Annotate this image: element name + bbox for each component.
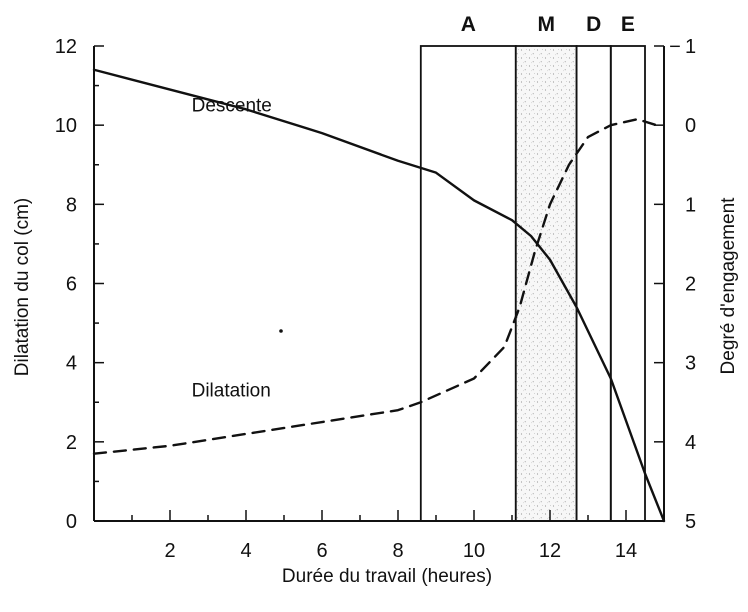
y-right-tick-label: 4 xyxy=(685,432,696,454)
y-right-tick-label: 2 xyxy=(685,274,696,296)
y-right-negative-sign: − xyxy=(669,36,681,58)
x-tick-label: 2 xyxy=(164,540,175,562)
x-tick-label: 10 xyxy=(463,540,485,562)
x-tick-label: 14 xyxy=(615,540,637,562)
y-left-tick-label: 4 xyxy=(66,353,77,375)
stray-dot xyxy=(279,329,283,333)
x-tick-label: 6 xyxy=(316,540,327,562)
phase-label-d: D xyxy=(586,13,601,36)
y-right-tick-label: 1 xyxy=(685,194,696,216)
y-axis-title-right: Degré d'engagement xyxy=(718,197,739,375)
y-right-tick-label: 3 xyxy=(685,353,696,375)
y-left-tick-label: 12 xyxy=(55,36,77,58)
phase-label-a: A xyxy=(461,13,476,36)
x-tick-label: 4 xyxy=(240,540,251,562)
phase-label-m: M xyxy=(537,13,555,36)
y-left-tick-label: 2 xyxy=(66,432,77,454)
y-right-tick-label: 5 xyxy=(685,511,696,533)
y-left-tick-label: 0 xyxy=(66,511,77,533)
y-left-tick-label: 8 xyxy=(66,194,77,216)
phase-band-d xyxy=(575,45,612,522)
y-right-tick-label: 0 xyxy=(685,115,696,137)
y-left-tick-label: 10 xyxy=(55,115,77,137)
x-tick-label: 12 xyxy=(539,540,561,562)
series-line-descente xyxy=(92,68,666,523)
x-axis-title: Durée du travail (heures) xyxy=(282,566,492,587)
series-line-dilatation xyxy=(92,118,658,455)
phase-band-a xyxy=(419,45,517,522)
y-left-tick-label: 6 xyxy=(66,274,77,296)
x-tick-label: 8 xyxy=(392,540,403,562)
annotation-dilatation: Dilatation xyxy=(192,380,271,401)
phase-band-e xyxy=(609,45,646,522)
phase-label-e: E xyxy=(621,13,635,36)
y-right-tick-label: 1 xyxy=(685,36,696,58)
annotation-descente: Descente xyxy=(192,95,272,116)
y-axis-title-left: Dilatation du col (cm) xyxy=(12,198,33,376)
